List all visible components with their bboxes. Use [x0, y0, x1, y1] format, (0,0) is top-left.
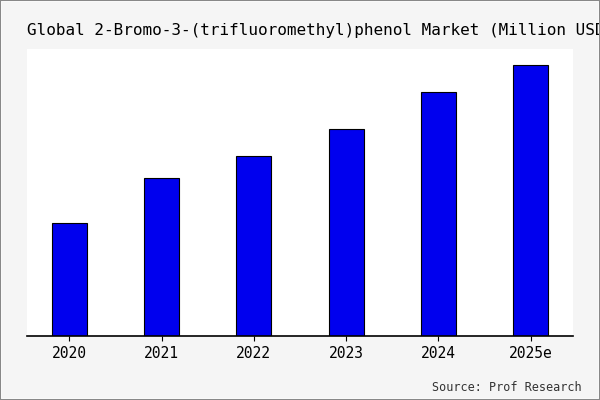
Bar [421, 92, 456, 336]
Bar [144, 178, 179, 336]
Text: Global 2-Bromo-3-(trifluoromethyl)phenol Market (Million USD): Global 2-Bromo-3-(trifluoromethyl)phenol… [27, 23, 600, 38]
Bar [329, 129, 364, 336]
Bar [513, 65, 548, 336]
Text: Source: Prof Research: Source: Prof Research [433, 381, 582, 394]
Bar [52, 223, 87, 336]
Bar [236, 156, 271, 336]
